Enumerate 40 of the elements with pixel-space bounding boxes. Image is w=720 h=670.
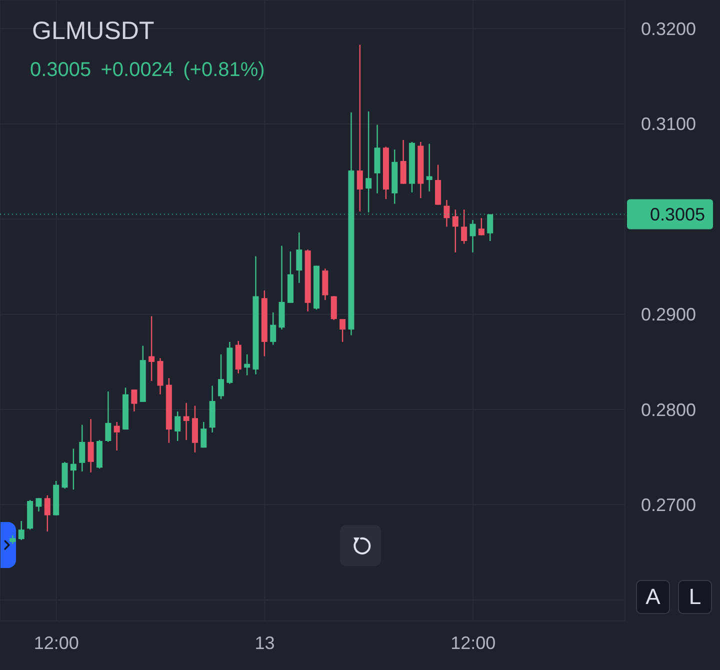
text: GLMUSDT [32,16,154,47]
candlestick [296,232,302,284]
candlestick [478,218,484,236]
candlestick [400,139,406,184]
text: L [678,580,712,614]
candlestick [79,424,86,472]
candlestick [426,143,432,192]
candlestick [114,421,120,452]
y-tick-label: 0.3100 [641,114,696,134]
candlestick [200,421,207,448]
candlestick [340,318,346,343]
candlestick [18,520,24,541]
candlestick [174,410,181,442]
candlestick [70,448,76,490]
text: 0.3005 +0.0024 (+0.81%) [30,58,265,83]
candlestick [88,418,94,474]
text: A [636,580,670,614]
candlestick [44,494,50,532]
candlestick [244,354,250,376]
candlestick [356,44,363,212]
candlestick [444,199,450,228]
x-tick-label: 12:00 [450,632,496,653]
x-tick-label: 12:00 [34,632,79,653]
candlestick [470,219,476,253]
y-tick-label: 0.3200 [641,18,696,39]
candlestick [183,402,190,441]
x-tick-label: 13 [254,632,275,653]
candlestick [148,316,155,382]
candlestick [131,388,138,412]
y-tick-label: 0.2800 [641,400,696,420]
candlestick [452,208,458,253]
candlestick [105,390,112,443]
candlestick [218,354,224,400]
candlestick [330,296,337,321]
y-tick-label: 0.2900 [641,304,696,325]
candlestick [461,208,468,244]
y-tick-label: 0.2700 [641,495,696,516]
candlestick [270,312,276,346]
candlestick [36,498,42,512]
ref-line-label: 0.3005 [650,204,705,225]
